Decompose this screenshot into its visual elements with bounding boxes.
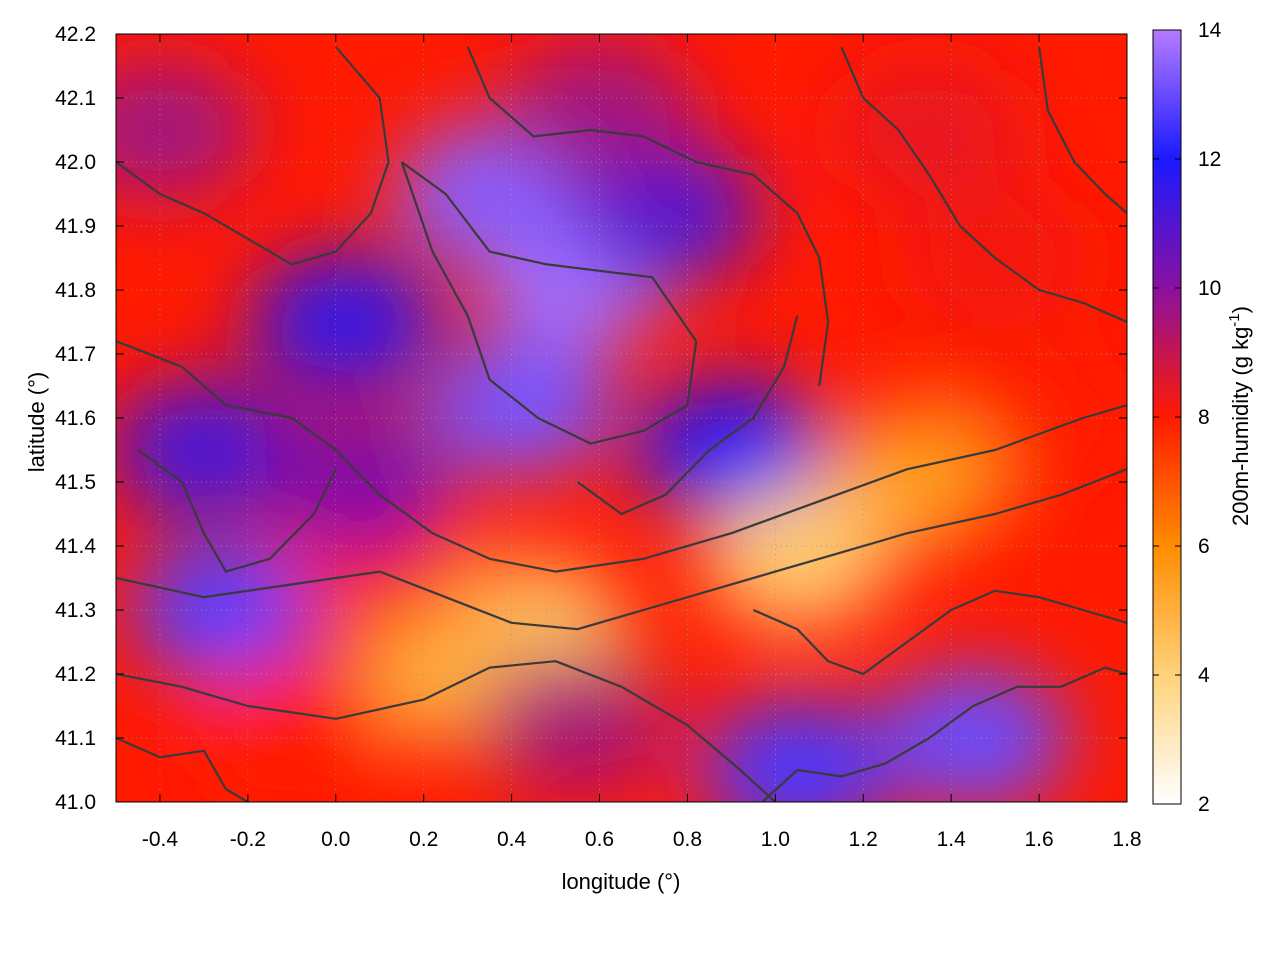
contour-line [116,660,777,802]
contour-line [1038,46,1127,215]
x-tick-label: 1.8 [1112,828,1141,851]
colorbar: 2 4 6 8 10 12 14 200m-humidity (g kg-1) [1152,19,1253,816]
colorbar-label-close: ) [1228,306,1253,313]
field-region [878,668,1069,802]
contour-line [761,666,1127,802]
colorbar-tick-label: 2 [1198,793,1210,816]
field-region [702,488,893,629]
field-region [116,380,299,520]
x-tick-label: 1.4 [937,828,967,851]
x-tick-label: 0.8 [673,828,702,851]
x-tick-label: 0.6 [585,828,614,851]
y-tick-label: 42.0 [55,151,96,174]
x-tick-label: 0.0 [321,828,350,851]
contour-lines [116,46,1127,802]
x-tick-label: 1.2 [849,828,878,851]
field-region [482,655,673,796]
field-region [130,540,321,680]
plot-area [115,33,1128,803]
colorbar-label-exponent: -1 [1226,313,1243,326]
y-tick-label: 41.0 [55,791,96,814]
contour-line [116,736,249,802]
contour-line [116,340,1127,573]
field-region [834,60,1025,200]
colorbar-label-main: 200m-humidity (g kg [1228,327,1253,526]
y-tick-label: 41.2 [55,663,96,686]
x-tick-label: -0.4 [142,828,179,851]
colorbar-tick-label: 4 [1198,664,1210,687]
colorbar-tick-label: 12 [1198,148,1221,171]
humidity-field [116,40,1113,802]
y-tick-label: 41.8 [55,279,96,302]
contour-line [400,161,698,445]
x-tick-label: 0.4 [497,828,527,851]
y-tick-label: 41.3 [55,599,96,622]
contour-line [116,468,1127,631]
x-tick-label: 0.2 [409,828,438,851]
field-region [504,40,695,181]
y-tick-label: 41.4 [55,535,96,558]
y-tick-label: 42.1 [55,87,96,110]
field-region [196,655,387,796]
colorbar-ticks: 2 4 6 8 10 12 14 [1153,19,1222,816]
y-tick-label: 41.1 [55,727,96,750]
x-tick-label: 1.0 [761,828,790,851]
x-tick-label: 1.6 [1024,828,1053,851]
contour-line [137,449,337,573]
y-tick-label: 41.9 [55,215,96,238]
contour-line [116,46,390,266]
y-tick-label: 41.7 [55,343,96,366]
colorbar-tick-label: 14 [1198,19,1222,42]
contour-line [752,589,1127,676]
x-axis-label: longitude (°) [562,869,681,894]
y-tick-label: 41.6 [55,407,96,430]
colorbar-tick-label: 8 [1198,406,1210,429]
field-region [636,380,827,520]
field-region [116,60,255,200]
x-axis: -0.4 -0.2 0.0 0.2 0.4 0.6 0.8 1.0 1.2 1.4 1.6 1.8 [142,34,1142,851]
contour-line [840,46,1127,324]
contour-line [576,315,799,516]
contour-line [466,46,830,387]
y-tick-label: 41.5 [55,471,96,494]
x-tick-label: -0.2 [230,828,266,851]
y-tick-label: 42.2 [55,23,96,46]
y-axis-label: latitude (°) [24,372,49,473]
colorbar-tick-label: 6 [1198,535,1210,558]
field-region [249,252,440,392]
colorbar-label: 200m-humidity (g kg-1) [1226,306,1253,526]
y-axis: 41.0 41.1 41.2 41.3 41.4 41.5 41.6 41.7 41.8 41.9… [55,23,1127,814]
colorbar-tick-label: 10 [1198,277,1221,300]
